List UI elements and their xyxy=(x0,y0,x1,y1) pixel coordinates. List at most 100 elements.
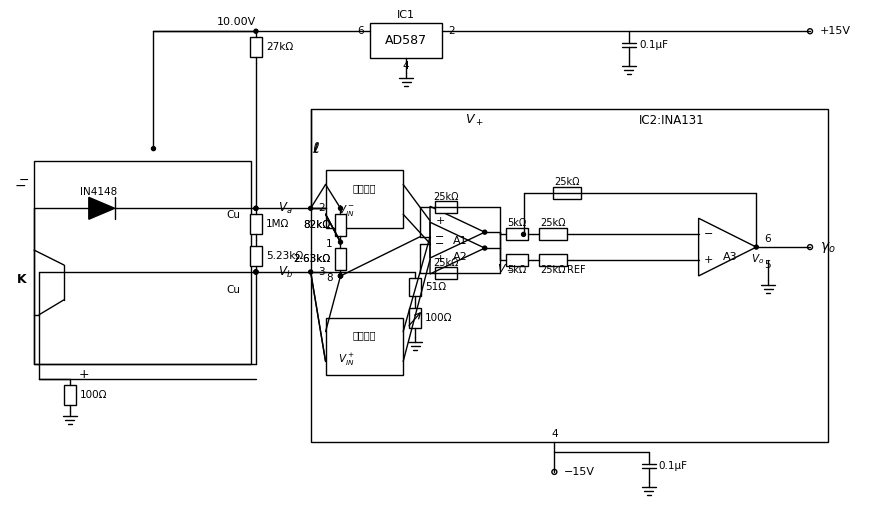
Text: $\ell$: $\ell$ xyxy=(312,141,319,156)
Circle shape xyxy=(338,206,342,211)
Text: 10.00V: 10.00V xyxy=(216,17,255,28)
Circle shape xyxy=(151,147,156,151)
Bar xyxy=(370,23,441,58)
Circle shape xyxy=(482,246,486,250)
Circle shape xyxy=(338,274,342,278)
Polygon shape xyxy=(89,197,115,219)
Text: 82kΩ: 82kΩ xyxy=(303,220,330,230)
Text: 3: 3 xyxy=(318,267,325,277)
Text: 27kΩ: 27kΩ xyxy=(266,42,293,52)
Text: 过压保护: 过压保护 xyxy=(352,184,375,194)
Circle shape xyxy=(254,270,257,274)
Text: Cu: Cu xyxy=(226,285,240,295)
Text: A3: A3 xyxy=(722,252,737,262)
Text: 0.1μF: 0.1μF xyxy=(638,40,667,50)
Circle shape xyxy=(254,270,257,274)
Circle shape xyxy=(338,274,342,278)
Bar xyxy=(249,246,262,266)
Text: $\ell$: $\ell$ xyxy=(312,141,319,156)
Text: IC1: IC1 xyxy=(396,10,415,20)
Text: 5: 5 xyxy=(763,260,770,270)
Bar xyxy=(505,229,527,240)
Text: +: + xyxy=(703,255,713,265)
Bar xyxy=(249,214,262,234)
Bar xyxy=(64,385,76,405)
Text: 2: 2 xyxy=(318,203,325,213)
Bar xyxy=(335,248,346,270)
Circle shape xyxy=(254,29,257,33)
Bar xyxy=(408,278,421,296)
Text: −: − xyxy=(15,178,26,193)
Text: 25kΩ: 25kΩ xyxy=(554,177,580,187)
Text: REF: REF xyxy=(567,264,585,275)
Bar xyxy=(34,160,250,364)
Text: 0.1μF: 0.1μF xyxy=(658,461,687,471)
Text: 5kΩ: 5kΩ xyxy=(507,264,526,275)
Text: 1: 1 xyxy=(326,239,332,249)
Bar xyxy=(249,37,262,57)
Text: 4: 4 xyxy=(402,61,409,71)
Circle shape xyxy=(308,206,312,211)
Text: 6: 6 xyxy=(763,234,770,244)
Text: Cu: Cu xyxy=(226,210,240,220)
Text: 1MΩ: 1MΩ xyxy=(266,219,289,229)
Text: −: − xyxy=(18,174,29,187)
Bar xyxy=(310,109,827,442)
Bar xyxy=(325,318,402,376)
Bar xyxy=(434,268,456,279)
Text: AD587: AD587 xyxy=(385,34,427,47)
Text: IC2:INA131: IC2:INA131 xyxy=(638,114,704,127)
Text: A1: A1 xyxy=(452,236,467,246)
Text: 4: 4 xyxy=(550,429,557,439)
Text: 5.23kΩ: 5.23kΩ xyxy=(266,251,302,261)
Text: −: − xyxy=(703,230,713,240)
Circle shape xyxy=(254,206,257,211)
Text: −15V: −15V xyxy=(564,467,594,477)
Text: +: + xyxy=(78,368,89,381)
Circle shape xyxy=(254,206,257,211)
Text: 2.63kΩ: 2.63kΩ xyxy=(293,254,330,264)
Circle shape xyxy=(308,270,312,274)
Text: $V_-$: $V_-$ xyxy=(497,263,514,273)
Circle shape xyxy=(254,270,257,274)
Text: $\gamma_o$: $\gamma_o$ xyxy=(819,240,835,254)
Text: 25kΩ: 25kΩ xyxy=(433,259,458,268)
Text: −: − xyxy=(434,232,444,242)
Text: 51Ω: 51Ω xyxy=(425,282,446,292)
Text: 过压保护: 过压保护 xyxy=(352,331,375,341)
Text: IN4148: IN4148 xyxy=(80,187,117,197)
Text: 8: 8 xyxy=(326,273,332,283)
Circle shape xyxy=(521,232,525,236)
Text: 6: 6 xyxy=(357,26,364,36)
Text: 25kΩ: 25kΩ xyxy=(540,264,566,275)
Text: 25kΩ: 25kΩ xyxy=(433,192,458,202)
Text: 82kΩ: 82kΩ xyxy=(303,220,330,230)
Circle shape xyxy=(338,240,342,244)
Text: 2.63kΩ: 2.63kΩ xyxy=(293,254,330,264)
Text: $V_+$: $V_+$ xyxy=(464,113,483,129)
Circle shape xyxy=(753,245,758,249)
Text: $V_o$: $V_o$ xyxy=(751,252,764,266)
Text: 100Ω: 100Ω xyxy=(425,313,452,323)
Text: $V^+_{IN}$: $V^+_{IN}$ xyxy=(337,351,354,368)
Text: +15V: +15V xyxy=(819,26,850,36)
Text: 25kΩ: 25kΩ xyxy=(540,218,566,229)
Text: −: − xyxy=(434,239,444,249)
Bar xyxy=(553,187,580,199)
Bar xyxy=(505,254,527,266)
Bar xyxy=(325,170,402,228)
Bar xyxy=(434,201,456,213)
Bar xyxy=(539,229,567,240)
Bar xyxy=(539,254,567,266)
Text: 100Ω: 100Ω xyxy=(80,390,107,400)
Text: K: K xyxy=(17,273,26,286)
Text: $V_b$: $V_b$ xyxy=(277,264,292,279)
Text: +: + xyxy=(434,254,444,264)
Circle shape xyxy=(338,274,342,278)
Text: $V^-_{IN}$: $V^-_{IN}$ xyxy=(337,203,354,218)
Bar xyxy=(408,308,421,327)
Text: 2: 2 xyxy=(448,26,454,36)
Text: $V_a$: $V_a$ xyxy=(278,200,292,216)
Bar xyxy=(335,214,346,236)
Circle shape xyxy=(482,230,486,234)
